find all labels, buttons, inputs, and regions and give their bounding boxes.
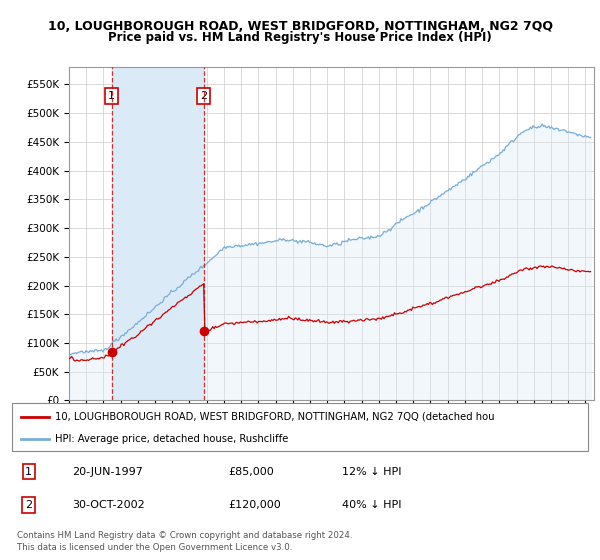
Text: Contains HM Land Registry data © Crown copyright and database right 2024.: Contains HM Land Registry data © Crown c… [17, 531, 352, 540]
Text: 12% ↓ HPI: 12% ↓ HPI [342, 466, 401, 477]
Text: 2: 2 [200, 91, 208, 101]
Text: 1: 1 [25, 466, 32, 477]
Text: 2: 2 [25, 500, 32, 510]
Text: £120,000: £120,000 [228, 500, 281, 510]
Text: 10, LOUGHBOROUGH ROAD, WEST BRIDGFORD, NOTTINGHAM, NG2 7QQ (detached hou: 10, LOUGHBOROUGH ROAD, WEST BRIDGFORD, N… [55, 412, 494, 422]
Text: Price paid vs. HM Land Registry's House Price Index (HPI): Price paid vs. HM Land Registry's House … [108, 31, 492, 44]
Text: 20-JUN-1997: 20-JUN-1997 [72, 466, 143, 477]
FancyBboxPatch shape [12, 403, 588, 451]
Text: 40% ↓ HPI: 40% ↓ HPI [342, 500, 401, 510]
Text: 1: 1 [108, 91, 115, 101]
Text: 30-OCT-2002: 30-OCT-2002 [72, 500, 145, 510]
Text: HPI: Average price, detached house, Rushcliffe: HPI: Average price, detached house, Rush… [55, 434, 289, 444]
Bar [112, 67, 204, 400]
Text: 10, LOUGHBOROUGH ROAD, WEST BRIDGFORD, NOTTINGHAM, NG2 7QQ: 10, LOUGHBOROUGH ROAD, WEST BRIDGFORD, N… [47, 20, 553, 32]
Text: This data is licensed under the Open Government Licence v3.0.: This data is licensed under the Open Gov… [17, 543, 292, 552]
Text: £85,000: £85,000 [228, 466, 274, 477]
